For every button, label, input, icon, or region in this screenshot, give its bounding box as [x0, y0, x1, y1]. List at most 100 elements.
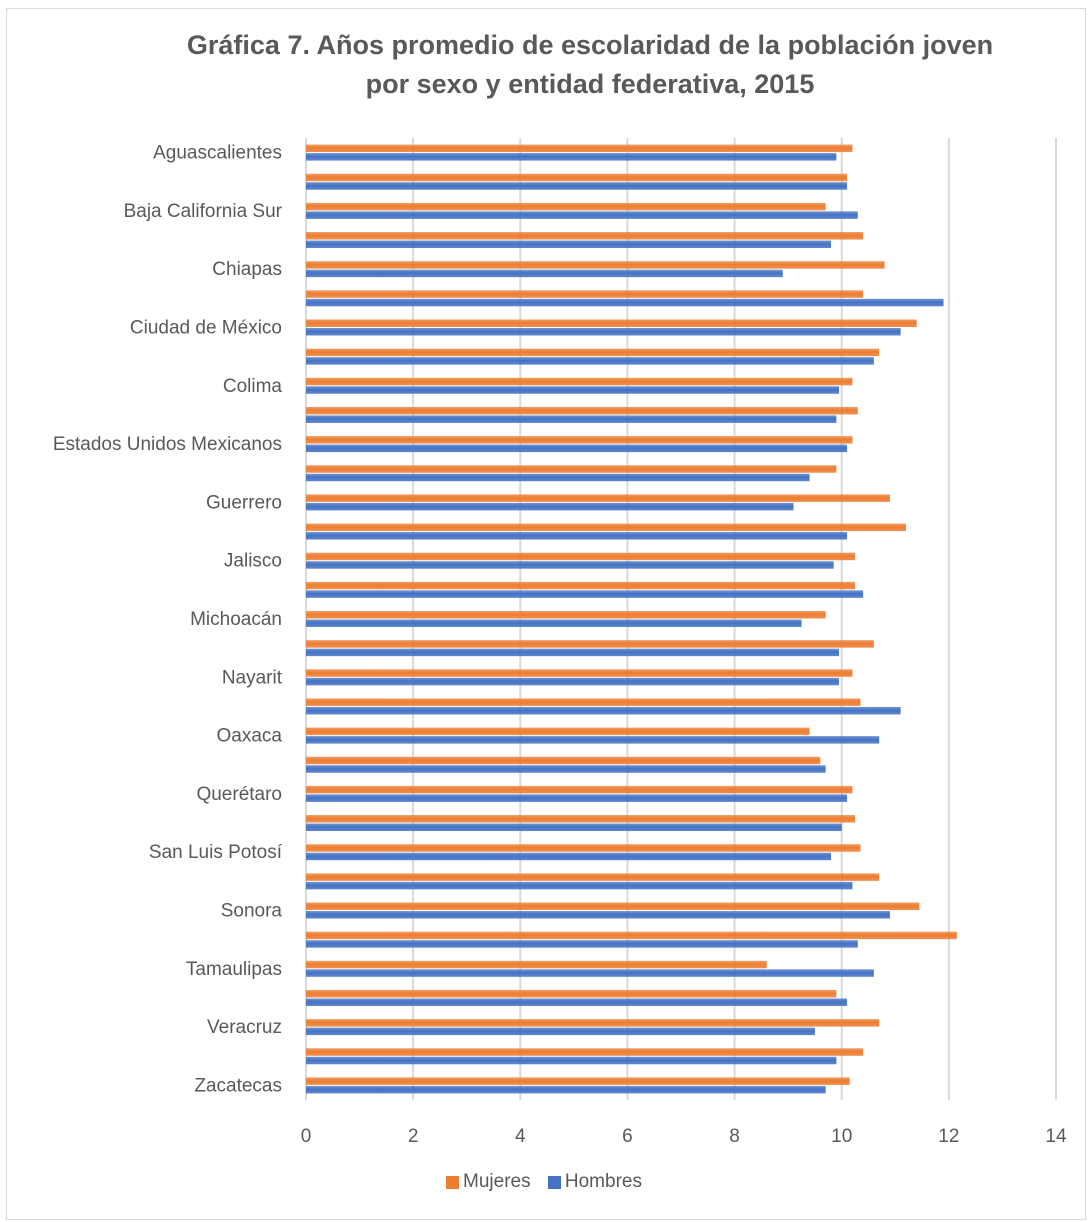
- category-label: Oaxaca: [217, 726, 283, 747]
- bar-hombres: [306, 182, 848, 190]
- bar-mujeres: [306, 873, 880, 881]
- bar-hombres: [306, 677, 840, 686]
- bar-mujeres: [306, 640, 874, 648]
- category-labels: Aguascalientes Baja California Sur Chiapas…: [53, 143, 283, 1097]
- bar-hombres: [306, 327, 901, 336]
- bar-hombres: [306, 940, 858, 948]
- legend-item-mujeres: Mujeres: [446, 1171, 531, 1193]
- bar-mujeres: [306, 727, 810, 736]
- bar-mujeres: [306, 232, 864, 240]
- category-label: Zacatecas: [194, 1075, 282, 1096]
- bar-hombres: [306, 1056, 837, 1065]
- bar-mujeres: [306, 465, 837, 473]
- gridlines: [305, 138, 1057, 1100]
- bar-hombres: [306, 357, 874, 365]
- bar-mujeres: [306, 202, 826, 211]
- bar-hombres: [306, 386, 840, 394]
- bar-mujeres: [306, 581, 856, 590]
- category-label: Baja California Sur: [124, 201, 283, 222]
- bar-mujeres: [306, 494, 890, 502]
- bar-hombres: [306, 444, 848, 453]
- chart-title-line-2: por sexo y entidad federativa, 2015: [365, 69, 815, 99]
- category-label: Jalisco: [224, 551, 282, 572]
- bar-hombres: [306, 211, 858, 219]
- x-tick-labels: 0 2 4 6 8 10 12 14: [301, 1126, 1067, 1147]
- bar-hombres: [306, 736, 880, 744]
- bar-mujeres: [306, 815, 856, 823]
- category-label: Veracruz: [207, 1017, 282, 1038]
- x-tick-label: 8: [729, 1126, 740, 1147]
- category-label: Chiapas: [212, 259, 282, 280]
- category-label: Guerrero: [206, 492, 282, 513]
- chart-title: Gráfica 7. Años promedio de escolaridad …: [90, 26, 1088, 104]
- bar-hombres: [306, 502, 794, 511]
- x-tick-label: 10: [831, 1126, 852, 1147]
- bar-mujeres: [306, 902, 920, 911]
- bar-mujeres: [306, 989, 837, 998]
- bar-mujeres: [306, 1077, 850, 1085]
- bar-hombres: [306, 969, 874, 977]
- bar-mujeres: [306, 669, 853, 677]
- bar-mujeres: [306, 144, 853, 153]
- bar-mujeres: [306, 756, 821, 765]
- bar-hombres: [306, 153, 837, 161]
- bar-hombres: [306, 852, 831, 861]
- bar-hombres: [306, 998, 848, 1006]
- bar-mujeres: [306, 319, 917, 327]
- bar-hombres: [306, 823, 842, 832]
- x-tick-label: 6: [622, 1126, 633, 1147]
- bar-hombres: [306, 590, 864, 598]
- bar-mujeres: [306, 785, 853, 794]
- bar-mujeres: [306, 436, 853, 444]
- bar-hombres: [306, 473, 810, 482]
- bar-mujeres: [306, 348, 880, 357]
- bar-hombres: [306, 794, 848, 802]
- legend-item-hombres: Hombres: [547, 1171, 642, 1193]
- bar-hombres: [306, 706, 901, 715]
- category-label: Sonora: [221, 901, 283, 922]
- category-label: Nayarit: [222, 667, 283, 688]
- bar-hombres: [306, 765, 826, 773]
- bar-mujeres: [306, 1019, 880, 1027]
- x-tick-label: 12: [938, 1126, 959, 1147]
- bar-mujeres: [306, 290, 864, 298]
- bar-mujeres: [306, 552, 856, 561]
- bar-mujeres: [306, 523, 906, 532]
- legend: Mujeres Hombres: [0, 1171, 1088, 1195]
- bar-hombres: [306, 532, 848, 540]
- bar-mujeres: [306, 960, 767, 969]
- bar-mujeres: [306, 844, 861, 852]
- category-label: Tamaulipas: [186, 959, 282, 980]
- bar-hombres: [306, 298, 944, 307]
- category-label: Querétaro: [196, 784, 282, 805]
- category-label: Ciudad de México: [130, 317, 282, 338]
- bar-mujeres: [306, 931, 957, 940]
- bar-hombres: [306, 240, 831, 249]
- category-label: Estados Unidos Mexicanos: [53, 434, 282, 455]
- bar-mujeres: [306, 1048, 864, 1056]
- x-tick-label: 4: [515, 1126, 526, 1147]
- legend-swatch-mujeres: [446, 1175, 460, 1189]
- bar-hombres: [306, 881, 853, 890]
- category-label: Aguascalientes: [153, 143, 282, 164]
- bars: [306, 144, 957, 1094]
- bar-hombres: [306, 561, 834, 569]
- bar-mujeres: [306, 611, 826, 619]
- bar-hombres: [306, 1027, 815, 1036]
- category-label: Colima: [223, 376, 283, 397]
- x-tick-label: 0: [301, 1126, 312, 1147]
- bar-mujeres: [306, 173, 848, 182]
- bar-hombres: [306, 1085, 826, 1094]
- bar-mujeres: [306, 698, 861, 706]
- legend-label-hombres: Hombres: [564, 1171, 642, 1192]
- bar-hombres: [306, 415, 837, 423]
- x-tick-label: 14: [1045, 1126, 1067, 1147]
- bar-mujeres: [306, 406, 858, 415]
- legend-label-mujeres: Mujeres: [463, 1171, 531, 1192]
- legend-swatch-hombres: [547, 1175, 561, 1189]
- category-label: San Luis Potosí: [149, 842, 283, 863]
- bar-mujeres: [306, 377, 853, 386]
- x-tick-label: 2: [408, 1126, 419, 1147]
- bar-hombres: [306, 619, 802, 627]
